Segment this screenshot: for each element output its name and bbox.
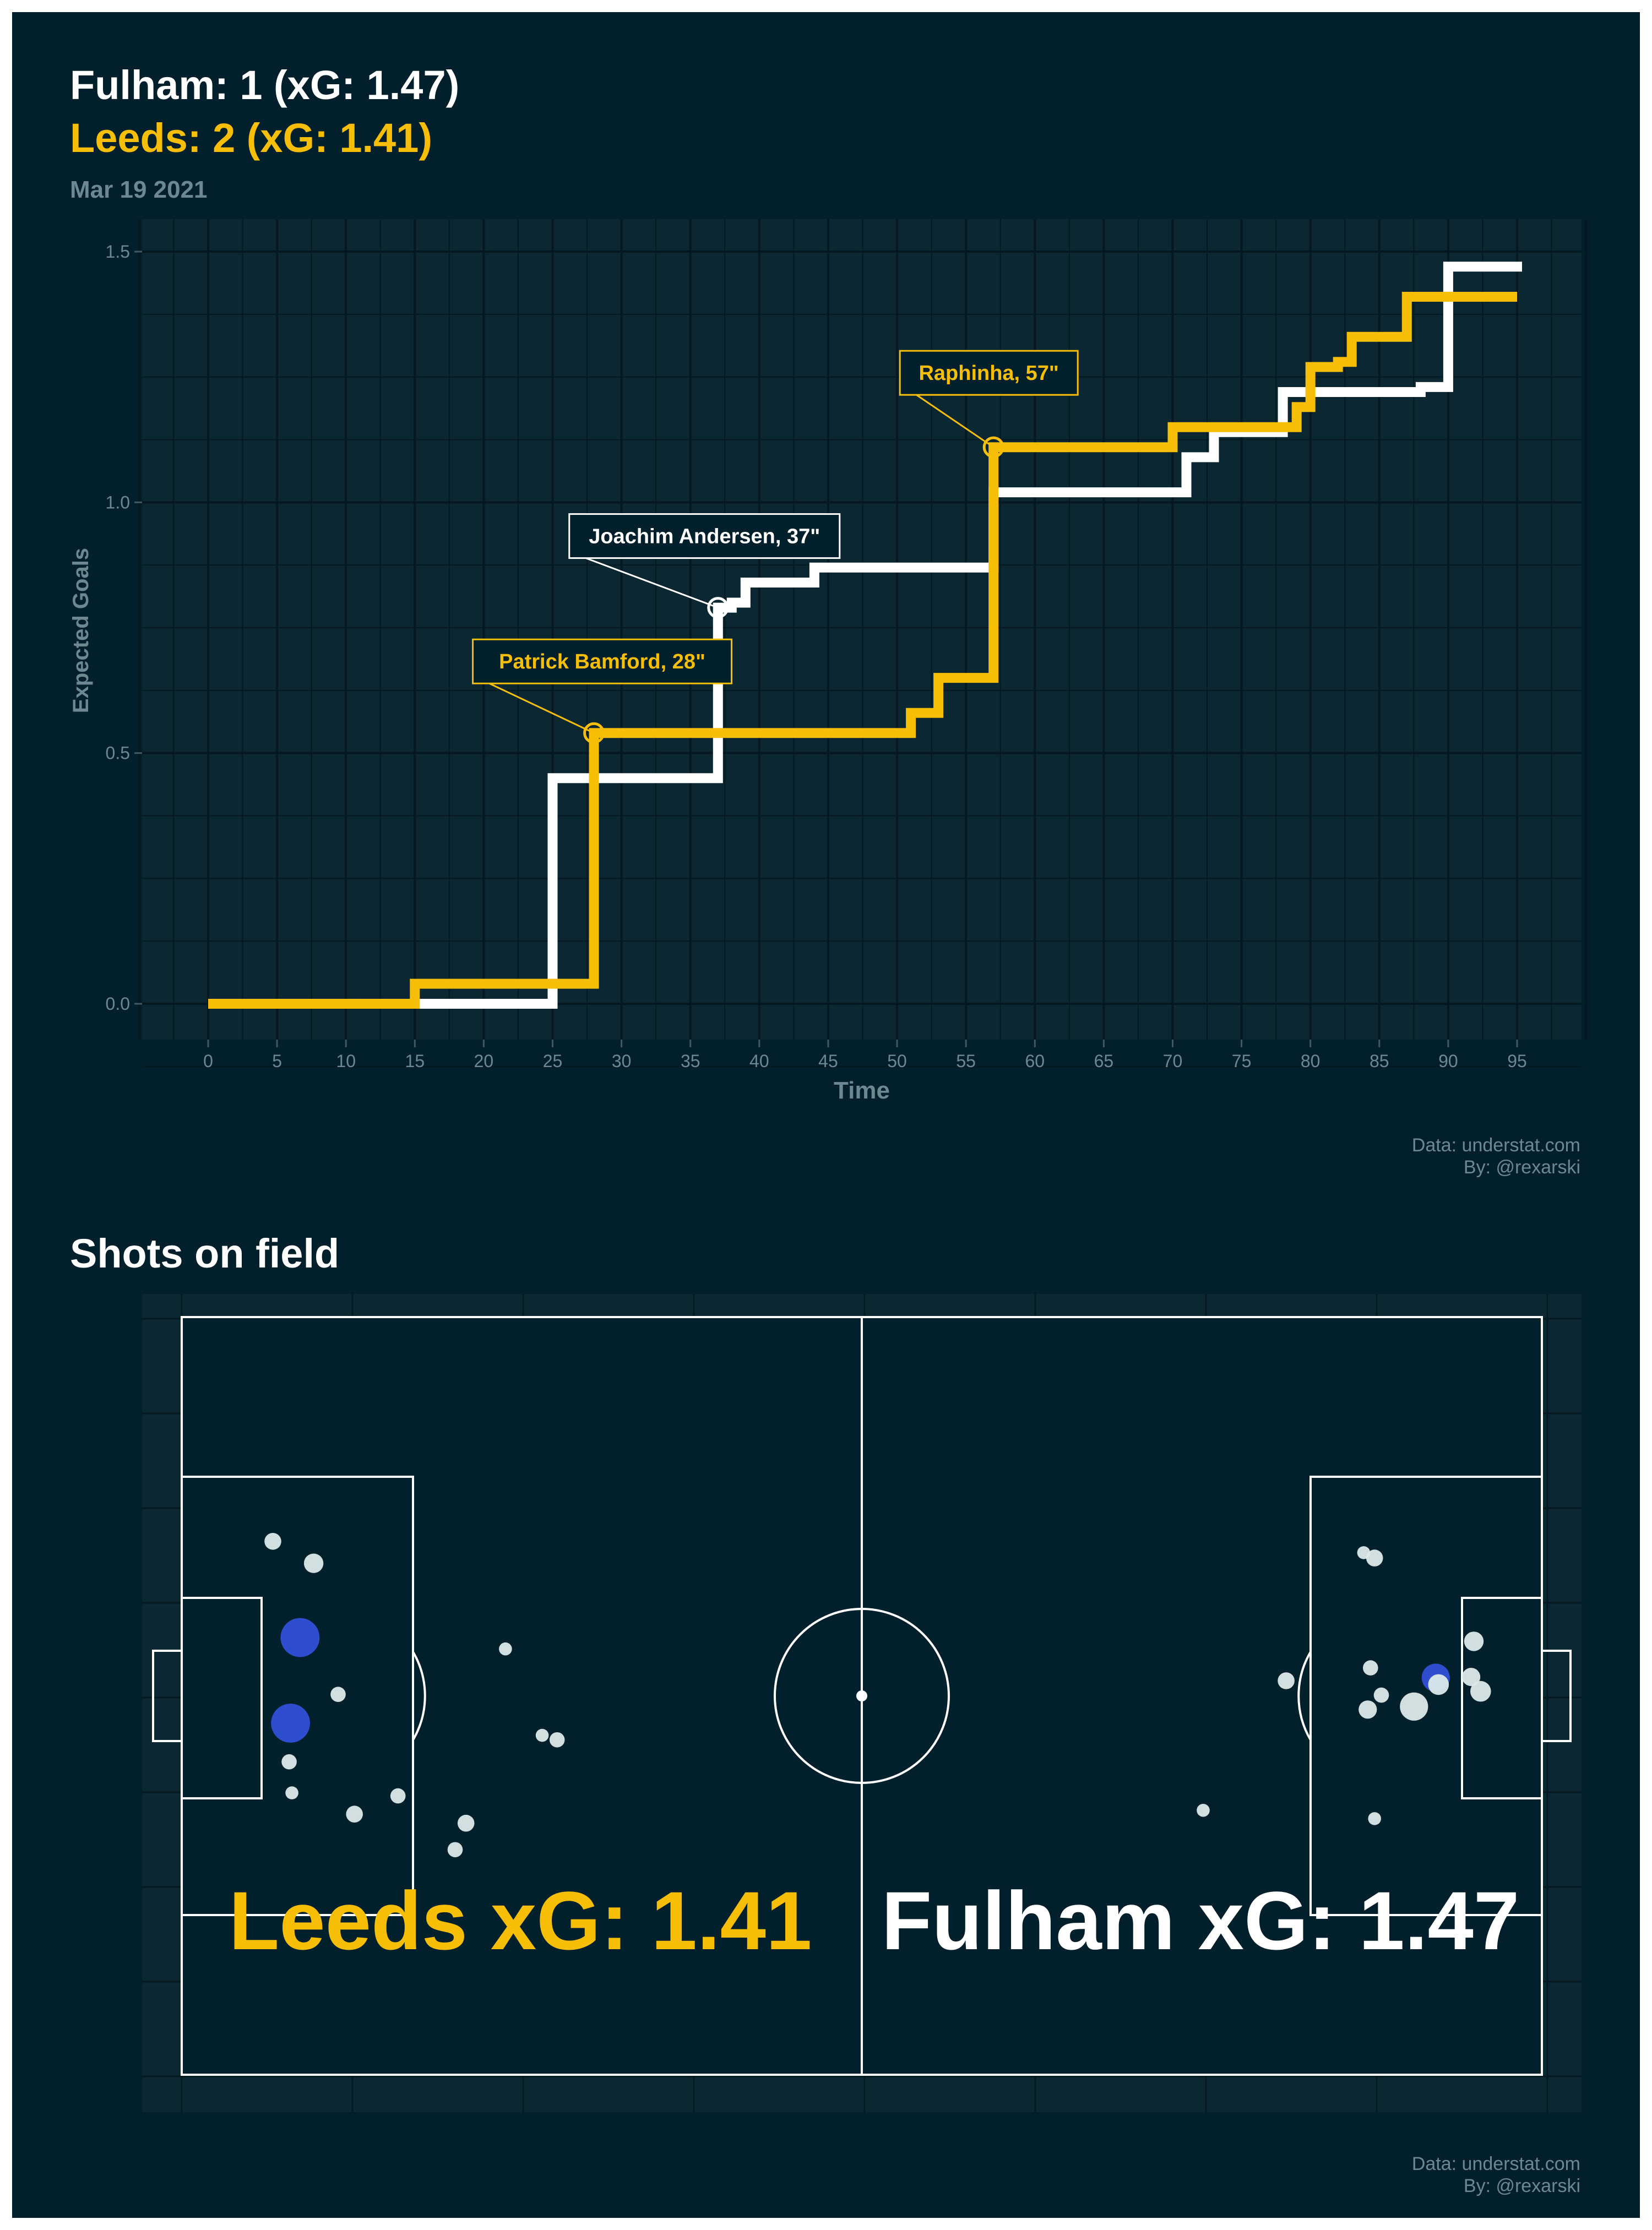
x-tick-label: 90 — [1438, 1051, 1458, 1071]
annotation-box — [472, 638, 733, 684]
team-xg-label-leeds: Leeds xG: 1.41 — [229, 1874, 812, 1967]
x-tick-label: 30 — [612, 1051, 632, 1071]
x-axis-label: Time — [834, 1077, 890, 1104]
shot-point — [346, 1805, 363, 1823]
team-xg-label-fulham: Fulham xG: 1.47 — [882, 1874, 1520, 1967]
shot-point — [1462, 1668, 1481, 1687]
x-tick-label: 0 — [203, 1051, 213, 1071]
x-tick-label: 15 — [405, 1051, 425, 1071]
y-tick-label: 0.0 — [106, 994, 130, 1014]
chart-credit: Data: understat.com By: @rexarski — [1412, 1134, 1580, 1178]
annotation-label: Raphinha, 57" — [919, 362, 1059, 385]
away-score-title: Leeds: 2 (xG: 1.41) — [70, 115, 433, 161]
shot-point — [1363, 1660, 1378, 1676]
shot-point — [1464, 1631, 1484, 1651]
credit-author: By: @rexarski — [1463, 1157, 1580, 1178]
annotation-marker — [583, 722, 605, 744]
annotation: Patrick Bamford, 28" — [472, 638, 733, 744]
plot-panel — [142, 219, 1582, 1040]
shot-point — [1366, 1549, 1383, 1567]
x-tick-label: 80 — [1301, 1051, 1320, 1071]
shot-point — [1470, 1680, 1491, 1702]
shot-point — [499, 1642, 512, 1656]
annotation-box — [568, 513, 841, 559]
home-score-title: Fulham: 1 (xG: 1.47) — [70, 62, 460, 108]
annotation-label: Joachim Andersen, 37" — [589, 525, 820, 548]
annotation-label: Patrick Bamford, 28" — [499, 650, 705, 673]
shot-point — [280, 1618, 320, 1657]
pitch-markings — [152, 1317, 1572, 2075]
shot-point — [1428, 1674, 1449, 1695]
annotation: Joachim Andersen, 37" — [568, 513, 841, 619]
shot-point — [264, 1533, 281, 1550]
annotation-leader — [488, 682, 595, 734]
credit-source: Data: understat.com — [1411, 1135, 1580, 1156]
x-tick-label: 85 — [1370, 1051, 1389, 1071]
x-tick-label: 45 — [818, 1051, 838, 1071]
credit-source: Data: understat.com — [1411, 2153, 1580, 2174]
shot-point — [447, 1842, 463, 1858]
y-axis-label: Expected Goals — [69, 548, 93, 713]
x-tick-label: 95 — [1507, 1051, 1527, 1071]
shot-point — [390, 1788, 406, 1804]
series-line-leeds — [208, 292, 1517, 1009]
x-tick-label: 35 — [681, 1051, 700, 1071]
x-tick-label: 25 — [543, 1051, 563, 1071]
annotation-marker — [982, 436, 1004, 458]
shot-point — [303, 1553, 324, 1573]
x-tick-label: 70 — [1163, 1051, 1183, 1071]
shot-point — [457, 1814, 475, 1832]
x-tick-label: 20 — [474, 1051, 494, 1071]
shot-point — [1278, 1672, 1295, 1689]
shot-point — [271, 1704, 310, 1743]
x-tick-label: 5 — [272, 1051, 282, 1071]
y-tick-label: 1.0 — [106, 492, 130, 512]
y-tick-label: 0.5 — [106, 743, 130, 763]
x-tick-label: 40 — [749, 1051, 769, 1071]
shot-point — [330, 1687, 346, 1702]
x-tick-label: 50 — [887, 1051, 907, 1071]
match-date: Mar 19 2021 — [70, 176, 208, 203]
shot-point — [285, 1786, 298, 1799]
shot-point — [535, 1728, 549, 1742]
center-spot — [856, 1690, 867, 1701]
x-tick-label: 75 — [1232, 1051, 1252, 1071]
right-penalty-arc — [1297, 1651, 1312, 1741]
x-tick-label: 10 — [336, 1051, 356, 1071]
shot-point — [1400, 1692, 1428, 1721]
shot-point — [1368, 1812, 1381, 1825]
pitch-credit: Data: understat.com By: @rexarski — [1412, 2153, 1580, 2197]
annotation-leader — [585, 557, 719, 608]
right-goal — [1541, 1650, 1572, 1742]
annotation-box — [899, 350, 1079, 396]
annotation-marker — [707, 597, 729, 619]
annotation: Raphinha, 57" — [899, 350, 1079, 458]
credit-author: By: @rexarski — [1463, 2175, 1580, 2196]
center-circle — [774, 1608, 950, 1784]
shot-map-title: Shots on field — [70, 1231, 340, 1276]
shot-point — [281, 1754, 297, 1770]
shot-point — [1197, 1804, 1210, 1817]
shot-point — [1373, 1687, 1389, 1703]
x-tick-label: 55 — [956, 1051, 976, 1071]
shot-point — [549, 1732, 565, 1748]
left-penalty-arc — [412, 1651, 426, 1741]
shot-point — [1358, 1700, 1377, 1719]
annotation-leader — [916, 394, 995, 448]
x-tick-label: 60 — [1025, 1051, 1045, 1071]
left-goal — [152, 1650, 183, 1742]
y-tick-label: 1.5 — [106, 242, 130, 262]
x-tick-label: 65 — [1094, 1051, 1114, 1071]
